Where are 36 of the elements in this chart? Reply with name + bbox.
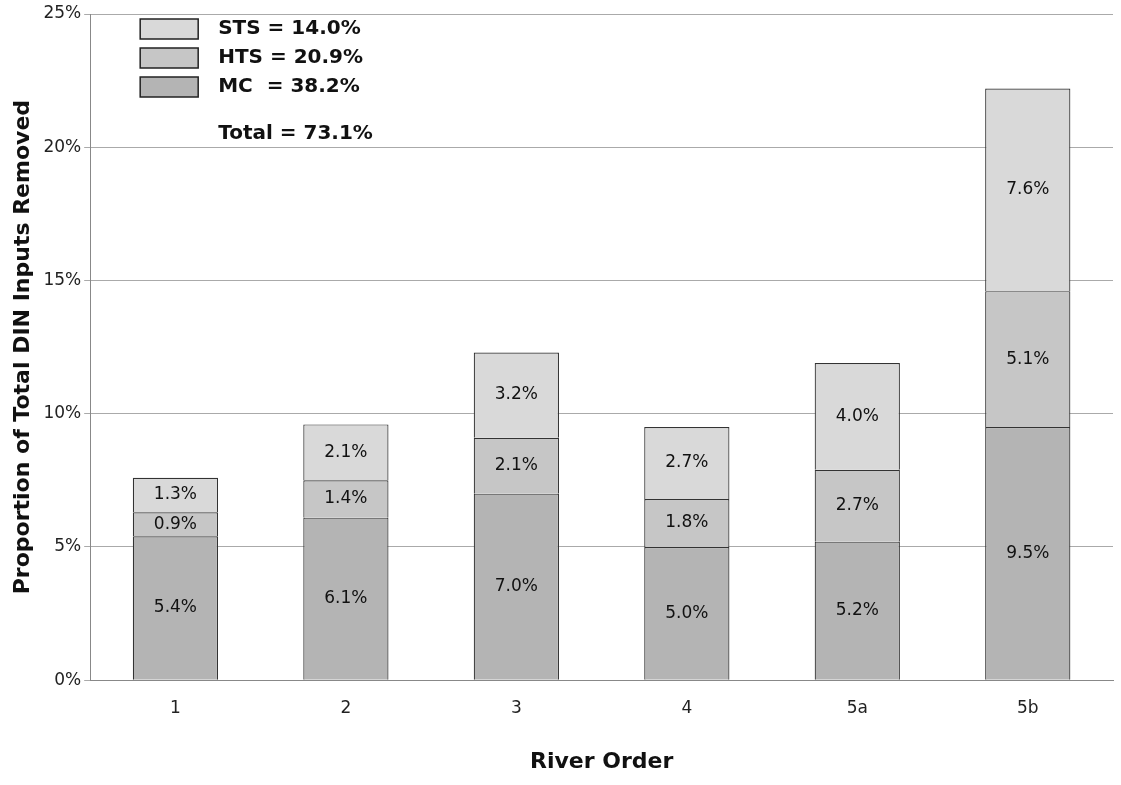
x-tick-label: 1 bbox=[170, 696, 181, 717]
data-label: 0.9% bbox=[153, 512, 198, 533]
data-label: 3.2% bbox=[494, 383, 538, 404]
data-label: 6.1% bbox=[324, 587, 368, 608]
data-label: 9.5% bbox=[1006, 541, 1050, 562]
legend-label: STS = 14.0% bbox=[218, 15, 361, 40]
x-tick-label: 5b bbox=[1016, 696, 1039, 717]
x-tick-label: 5a bbox=[846, 696, 868, 717]
data-label: 7.0% bbox=[494, 575, 538, 596]
data-label: 5.1% bbox=[1006, 347, 1050, 368]
data-label: 5.4% bbox=[153, 596, 198, 617]
y-tick-label: 0% bbox=[54, 668, 82, 689]
data-label: 1.3% bbox=[153, 483, 198, 504]
y-tick-label: 15% bbox=[43, 268, 82, 289]
data-label: 7.6% bbox=[1006, 178, 1050, 199]
data-label: 5.2% bbox=[835, 599, 879, 620]
x-tick-label: 4 bbox=[681, 696, 693, 717]
data-label: 4.0% bbox=[835, 404, 879, 425]
data-label: 2.1% bbox=[494, 454, 538, 475]
legend-label: MC = 38.2% bbox=[218, 73, 360, 98]
x-tick-label: 3 bbox=[510, 696, 522, 717]
data-label: 2.1% bbox=[324, 440, 368, 461]
y-axis-title: Proportion of Total DIN Inputs Removed bbox=[8, 99, 34, 595]
legend-label: HTS = 20.9% bbox=[218, 44, 364, 69]
data-label: 5.0% bbox=[665, 601, 709, 622]
data-label: 1.8% bbox=[665, 511, 709, 532]
annotation: Total = 73.1% bbox=[218, 120, 373, 145]
x-axis-title: River Order bbox=[529, 747, 674, 773]
data-label: 2.7% bbox=[835, 494, 879, 515]
x-tick-label: 2 bbox=[340, 696, 352, 717]
y-tick-label: 25% bbox=[43, 2, 82, 23]
data-label: 1.4% bbox=[324, 487, 368, 508]
y-tick-label: 20% bbox=[43, 135, 82, 156]
y-tick-label: 5% bbox=[54, 535, 82, 556]
y-tick-label: 10% bbox=[43, 402, 82, 423]
data-label: 2.7% bbox=[665, 451, 709, 472]
